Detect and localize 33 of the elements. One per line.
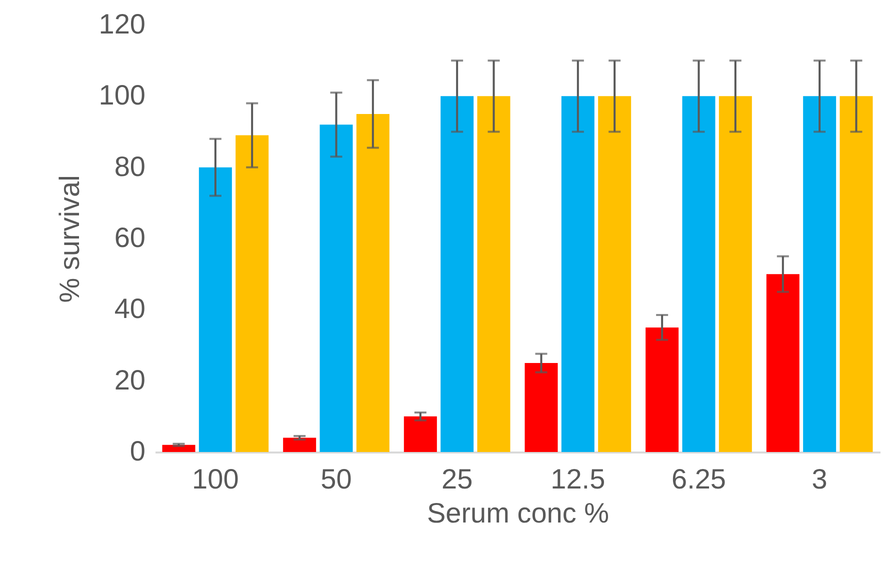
bar	[236, 135, 269, 452]
y-tick-label: 20	[114, 364, 146, 396]
y-tick-label: 120	[98, 8, 146, 40]
x-tick-label: 12.5	[550, 464, 606, 494]
bar	[320, 124, 353, 452]
bar	[598, 96, 632, 452]
bar	[718, 96, 752, 452]
bar	[524, 363, 558, 452]
y-tick-label: 40	[114, 293, 146, 324]
x-tick-label: 6.25	[672, 464, 726, 494]
x-tick-label: 100	[192, 464, 239, 494]
y-axis-title: % survival	[54, 175, 85, 303]
bar	[646, 327, 679, 452]
bar	[162, 444, 196, 452]
bar	[198, 167, 232, 452]
bar	[283, 438, 316, 452]
bar	[561, 96, 594, 452]
y-tick-label: 80	[114, 150, 146, 182]
x-tick-label: 25	[442, 464, 473, 494]
bar	[440, 96, 474, 452]
bar	[766, 274, 800, 452]
x-tick-label: 50	[320, 464, 352, 494]
x-axis-title: Serum conc %	[426, 498, 610, 528]
y-tick-label: 0	[130, 436, 146, 466]
bar	[840, 96, 873, 452]
y-tick-label: 60	[114, 222, 146, 253]
x-tick-label: 3	[812, 464, 828, 494]
y-tick-label: 100	[98, 80, 146, 111]
bar	[356, 114, 390, 452]
bar	[682, 96, 716, 452]
bar	[404, 416, 437, 452]
bar	[803, 96, 836, 452]
bar	[477, 96, 510, 452]
